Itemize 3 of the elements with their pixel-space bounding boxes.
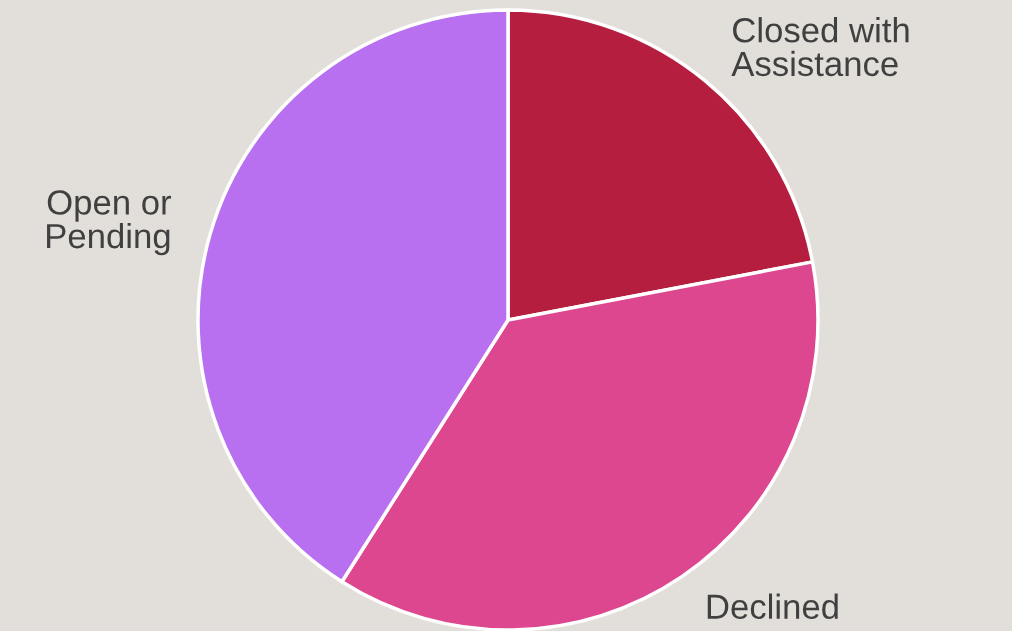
slice-label: Open or Pending bbox=[47, 190, 172, 256]
slice-label: Closed with Assistance bbox=[731, 17, 909, 77]
slice-label: Declined bbox=[707, 593, 838, 620]
